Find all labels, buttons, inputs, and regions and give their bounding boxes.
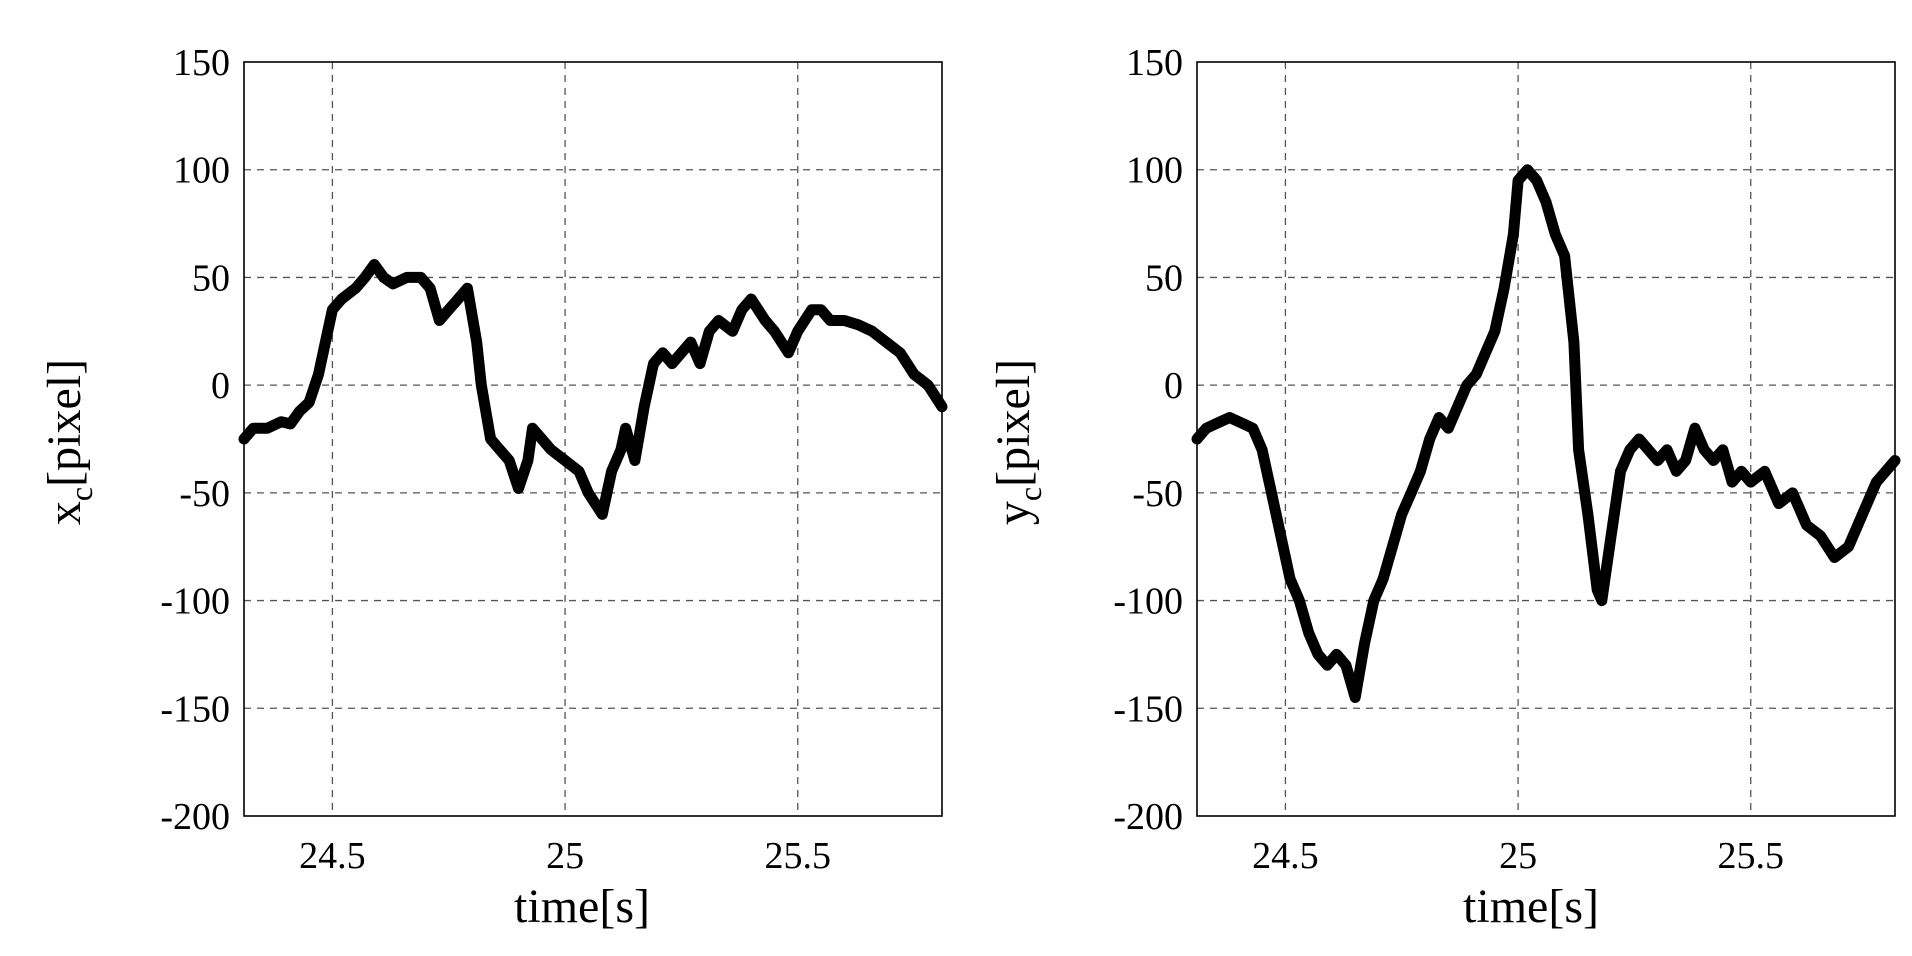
series-group <box>238 259 948 520</box>
y-position-chart: 150 100 50 0 -50 -100 -150 -200 24.5 25 25.5 time… <box>987 42 1901 933</box>
y-axis-label-main: y <box>987 501 1040 525</box>
y-tick-label: -150 <box>160 688 230 730</box>
y-axis-label-subscript: c <box>1012 487 1048 501</box>
x-tick-label: 25.5 <box>764 835 831 877</box>
x-axis-label: time[s] <box>514 880 650 933</box>
y-tick-label: 100 <box>1126 150 1183 192</box>
x-tick-labels: 24.5 25 25.5 <box>299 835 831 877</box>
y-axis-label-unit: [pixel] <box>987 359 1040 487</box>
x-tick-label: 25.5 <box>1717 835 1784 877</box>
x-axis-label: time[s] <box>1463 880 1599 933</box>
y-tick-label: 150 <box>1126 42 1183 84</box>
y-tick-label: 100 <box>173 150 230 192</box>
y-tick-label: 150 <box>173 42 230 84</box>
x-tick-label: 24.5 <box>299 835 366 877</box>
y-tick-label: 0 <box>211 365 230 407</box>
y-axis-label-subscript: c <box>63 487 99 501</box>
series-line <box>238 259 948 520</box>
x-tick-label: 24.5 <box>1252 835 1319 877</box>
y-tick-label: 50 <box>1145 257 1183 299</box>
y-axis-label: xc[pixel] <box>38 359 99 525</box>
y-tick-labels: 150 100 50 0 -50 -100 -150 -200 <box>1113 42 1183 838</box>
y-tick-label: -50 <box>179 473 230 515</box>
y-tick-label: -150 <box>1113 688 1183 730</box>
x-tick-label: 25 <box>546 835 584 877</box>
y-tick-label: 50 <box>192 257 230 299</box>
y-tick-label: 0 <box>1164 365 1183 407</box>
y-axis-label-main: x <box>38 501 91 525</box>
y-tick-label: -50 <box>1132 473 1183 515</box>
y-axis-label-unit: [pixel] <box>38 359 91 487</box>
y-tick-label: -100 <box>160 581 230 623</box>
series-line <box>1191 164 1901 703</box>
x-tick-label: 25 <box>1499 835 1537 877</box>
y-tick-label: -200 <box>160 796 230 838</box>
x-tick-labels: 24.5 25 25.5 <box>1252 835 1784 877</box>
y-tick-label: -100 <box>1113 581 1183 623</box>
series-group <box>1191 164 1901 703</box>
y-tick-label: -200 <box>1113 796 1183 838</box>
grid-lines <box>1197 62 1895 816</box>
y-tick-labels: 150 100 50 0 -50 -100 -150 -200 <box>160 42 230 838</box>
y-axis-label: yc[pixel] <box>987 359 1048 525</box>
grid-lines <box>244 62 942 816</box>
